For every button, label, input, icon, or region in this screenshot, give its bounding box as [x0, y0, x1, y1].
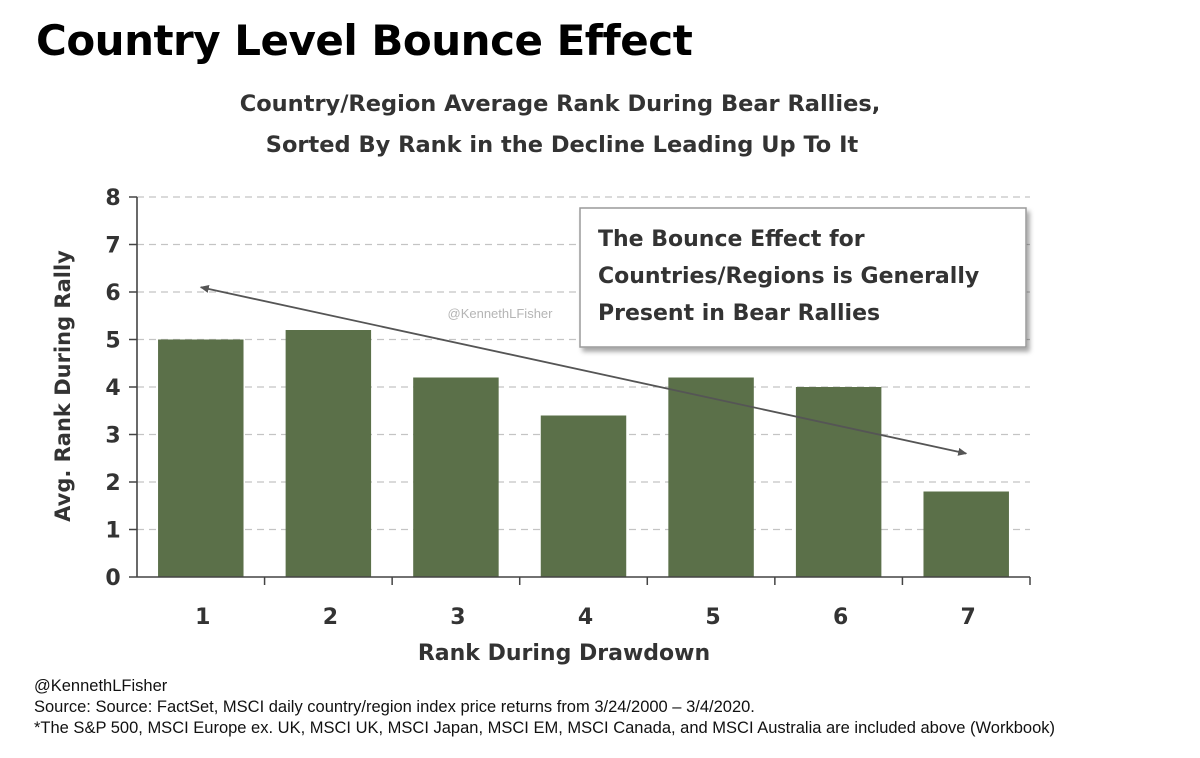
y-tick-label: 4 — [105, 376, 120, 401]
bar-2 — [285, 330, 372, 577]
y-tick-label: 5 — [105, 329, 120, 354]
y-tick-label: 6 — [105, 281, 120, 306]
y-tick-label: 0 — [105, 566, 120, 591]
axes — [129, 196, 1031, 585]
bar-1 — [158, 339, 244, 577]
bars — [158, 330, 1009, 577]
y-tick-labels: 0 1 2 3 4 5 6 7 8 — [105, 186, 120, 591]
bar-5 — [668, 377, 754, 577]
bar-6 — [795, 387, 882, 577]
annotation-line-2: Countries/Regions is Generally — [598, 264, 979, 289]
bar-3 — [413, 377, 499, 577]
x-tick-label: 4 — [578, 605, 593, 630]
footer-source: Source: Source: FactSet, MSCI daily coun… — [34, 698, 755, 716]
x-tick-label: 5 — [705, 605, 720, 630]
x-tick-label: 7 — [961, 605, 976, 630]
watermark: @KennethLFisher — [448, 306, 554, 321]
y-tick-label: 7 — [105, 234, 120, 259]
y-tick-label: 1 — [105, 519, 120, 544]
annotation-line-1: The Bounce Effect for — [598, 227, 865, 252]
trend-arrow — [199, 285, 968, 456]
y-tick-label: 3 — [105, 424, 120, 449]
y-tick-label: 8 — [105, 186, 120, 211]
x-tick-labels: 1 2 3 4 5 6 7 — [195, 605, 976, 630]
x-tick-label: 6 — [833, 605, 848, 630]
page-title: Country Level Bounce Effect — [36, 16, 693, 65]
annotation-box: The Bounce Effect for Countries/Regions … — [579, 207, 1027, 348]
chart-title-line-1: Country/Region Average Rank During Bear … — [240, 91, 881, 117]
y-axis-label: Avg. Rank During Rally — [51, 250, 75, 522]
y-tick-label: 2 — [105, 471, 120, 496]
footer-note: *The S&P 500, MSCI Europe ex. UK, MSCI U… — [34, 719, 1055, 737]
chart-title-line-2: Sorted By Rank in the Decline Leading Up… — [266, 132, 859, 158]
annotation-line-3: Present in Bear Rallies — [598, 301, 880, 326]
x-tick-label: 1 — [195, 605, 210, 630]
x-axis-label: Rank During Drawdown — [418, 641, 710, 666]
footer: @KennethLFisher Source: Source: FactSet,… — [34, 676, 1055, 739]
x-tick-label: 3 — [450, 605, 465, 630]
bar-7 — [923, 491, 1009, 577]
footer-handle: @KennethLFisher — [34, 677, 168, 695]
x-tick-label: 2 — [323, 605, 338, 630]
bar-4 — [540, 415, 627, 577]
bar-chart: Country/Region Average Rank During Bear … — [51, 91, 1031, 666]
